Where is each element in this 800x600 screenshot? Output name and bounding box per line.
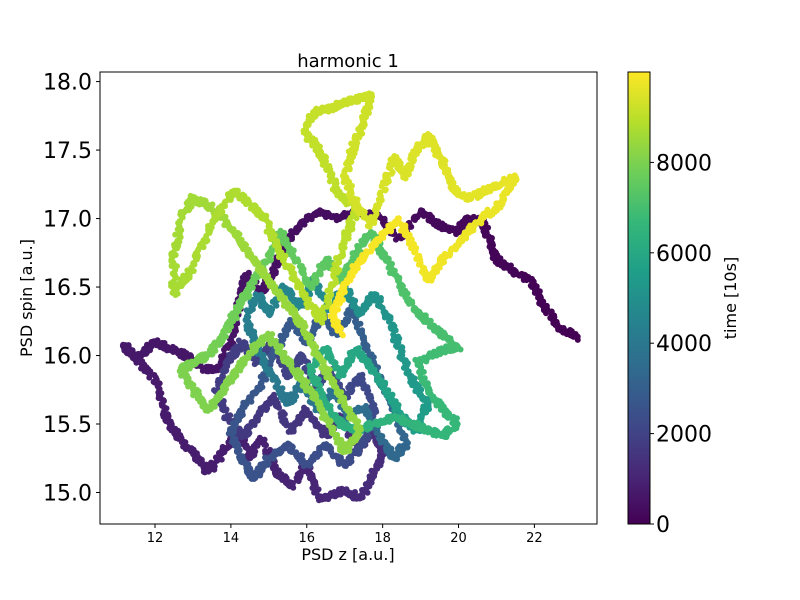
data-point [277,410,284,417]
data-point [232,435,239,442]
data-point [267,304,274,311]
data-point [317,382,324,389]
data-point [315,263,322,270]
data-point [353,424,360,431]
data-point [254,284,261,291]
chart-title: harmonic 1 [297,51,399,72]
scatter-points [119,90,581,504]
data-point [202,235,209,242]
data-point [297,220,304,227]
data-point [311,489,318,496]
data-point [298,414,305,421]
data-point [172,288,179,295]
data-point [261,441,268,448]
data-point [296,263,303,270]
data-point [326,405,333,412]
data-point [220,407,227,414]
data-point [335,454,342,461]
data-point [256,434,263,441]
data-point [289,480,296,487]
data-point [219,373,226,380]
data-point [211,387,218,394]
data-point [279,349,286,356]
data-point [194,248,201,254]
data-point [216,377,223,384]
data-point [224,412,231,419]
data-point [202,366,209,373]
data-point [282,417,289,424]
data-point [356,328,363,335]
data-point [311,380,318,387]
data-point [333,213,340,220]
data-point [354,449,361,456]
data-point [296,470,303,477]
data-point [211,366,218,373]
data-point [224,327,231,334]
data-point [146,374,153,381]
data-point [273,397,280,404]
data-point [266,455,273,462]
data-point [251,420,258,427]
data-point [151,379,158,386]
data-point [222,198,229,205]
data-point [354,322,361,329]
data-point [574,336,581,343]
data-point [317,268,324,275]
data-point [357,352,364,359]
data-point [220,346,227,353]
data-point [260,215,267,222]
data-point [122,344,129,351]
data-point [242,343,249,350]
data-point [353,432,360,439]
data-point [285,428,292,435]
data-point [176,218,183,225]
data-point [217,359,224,366]
data-point [271,467,278,474]
data-point [290,428,297,435]
data-point [528,283,535,290]
data-point [155,395,162,402]
data-point [410,216,417,223]
data-point [424,380,431,387]
data-point [219,443,226,450]
data-point [449,227,456,234]
data-point [239,274,246,281]
data-point [318,428,325,435]
data-point [380,249,387,256]
data-point [385,318,392,325]
data-point [267,371,274,378]
data-point [360,385,367,392]
data-point [392,236,399,243]
data-point [230,331,237,338]
